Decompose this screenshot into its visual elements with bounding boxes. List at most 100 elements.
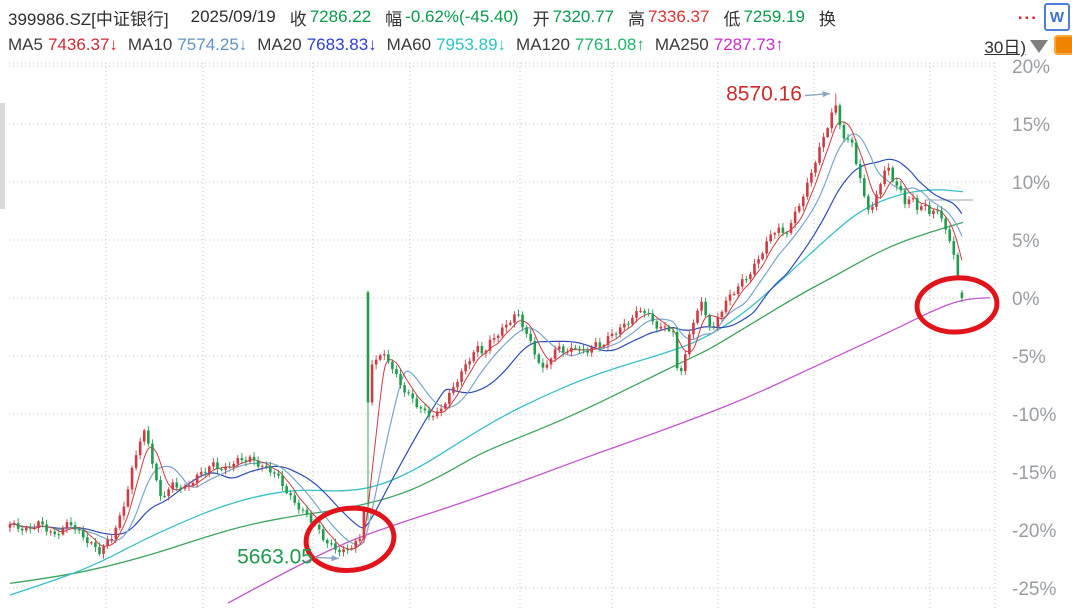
quote-field-change: 幅 -0.62%(-45.40) [385, 7, 519, 29]
candle-body [106, 539, 109, 546]
candle-body [366, 292, 370, 403]
candle-body [114, 527, 118, 539]
candle-body [732, 293, 736, 295]
candle-body [639, 310, 642, 312]
candle-body [838, 105, 842, 126]
candle-body [342, 549, 345, 553]
candle-body [956, 254, 960, 279]
candle-body [16, 523, 20, 529]
quote-fields: 收 7286.22 幅 -0.62%(-45.40) 开 7320.77 高 7336.37 低… [276, 5, 839, 30]
y-axis-label: -5% [1012, 347, 1046, 368]
candle-body [655, 321, 659, 329]
candle-body [90, 542, 93, 544]
candle-body [159, 480, 162, 496]
candle-body [224, 466, 227, 470]
candle-body [643, 310, 646, 314]
candle-body [358, 538, 362, 541]
candle-body [391, 361, 394, 370]
candle-body [895, 181, 899, 186]
ma120-line [9, 221, 964, 585]
period-selector-label[interactable]: 30日) [984, 37, 1026, 57]
ma250-line [227, 297, 991, 604]
candle-body [281, 475, 284, 487]
candle-body [700, 301, 703, 311]
candle-body [940, 210, 943, 219]
candle-body [151, 443, 154, 464]
y-axis-label: 10% [1012, 173, 1050, 194]
y-axis-label: -25% [1012, 579, 1056, 600]
candle-body [126, 489, 130, 507]
candle-body [952, 241, 956, 255]
candle-body [757, 259, 760, 264]
candle-body [753, 263, 756, 275]
candle-body [919, 206, 923, 210]
candle-body [61, 528, 65, 535]
candle-body [8, 524, 12, 528]
candle-body [492, 337, 496, 340]
candle-body [936, 210, 939, 212]
ma-legend-ma250: MA250 7287.73↑ [654, 35, 784, 54]
candle-body [745, 279, 748, 281]
candle-body [533, 340, 537, 355]
candle-body [708, 314, 711, 327]
candle-body [627, 323, 630, 325]
candle-body [814, 162, 817, 173]
candle-body [907, 199, 911, 205]
candle-body [387, 354, 390, 362]
candle-body [435, 411, 439, 417]
candle-body [220, 469, 223, 471]
candle-body [651, 313, 655, 322]
candle-body [208, 466, 211, 473]
candle-body [57, 534, 61, 536]
candle-body [622, 323, 626, 328]
candle-body [891, 167, 895, 182]
candle-body [858, 164, 862, 179]
candle-body [663, 326, 667, 328]
candle-body [606, 336, 610, 346]
candle-body [232, 463, 236, 467]
candle-body [500, 327, 504, 336]
w-badge-icon[interactable]: W [1044, 3, 1070, 31]
candle-body [545, 364, 549, 368]
candle-body [557, 346, 561, 350]
candle-body [517, 314, 520, 316]
annotation-arrowhead [822, 91, 830, 98]
candle-body [928, 205, 931, 215]
ma-legend-ma60: MA60 7953.89↓ [386, 35, 507, 54]
candle-body [834, 105, 838, 113]
candle-body [924, 205, 927, 207]
candle-body [871, 206, 874, 210]
candle-body [199, 471, 203, 475]
ma-legend-row: MA5 7436.37↓ MA10 7574.25↓ MA20 7683.83↓ MA60 7… [0, 32, 1072, 58]
dropdown-arrow-icon[interactable] [1030, 39, 1048, 53]
candle-body [521, 314, 524, 328]
y-axis-label: -15% [1012, 463, 1056, 484]
candle-body [484, 350, 488, 354]
candle-body [574, 347, 577, 349]
candle-body [41, 521, 44, 525]
symbol-name[interactable]: 399986.SZ[中证银行] [8, 9, 169, 29]
candle-body [452, 387, 455, 393]
candle-body [504, 324, 508, 328]
candle-body [578, 348, 581, 350]
candle-body [33, 527, 36, 529]
candle-body [305, 509, 309, 515]
candle-body [777, 227, 781, 234]
candle-body [590, 346, 594, 353]
orange-badge-icon[interactable] [1054, 35, 1072, 55]
candle-body [252, 456, 256, 461]
candle-body [419, 407, 423, 409]
candle-body [228, 466, 231, 468]
candle-body [720, 311, 724, 318]
candle-body [818, 147, 821, 163]
candle-body [704, 301, 707, 315]
ma-legend-ma20: MA20 7683.83↓ [257, 35, 377, 54]
candle-body [911, 198, 915, 200]
candle-body [610, 333, 614, 337]
candle-body [248, 456, 252, 462]
candle-body [285, 486, 288, 494]
candle-body [468, 361, 471, 365]
candle-body [887, 167, 890, 171]
candle-body [797, 206, 801, 212]
